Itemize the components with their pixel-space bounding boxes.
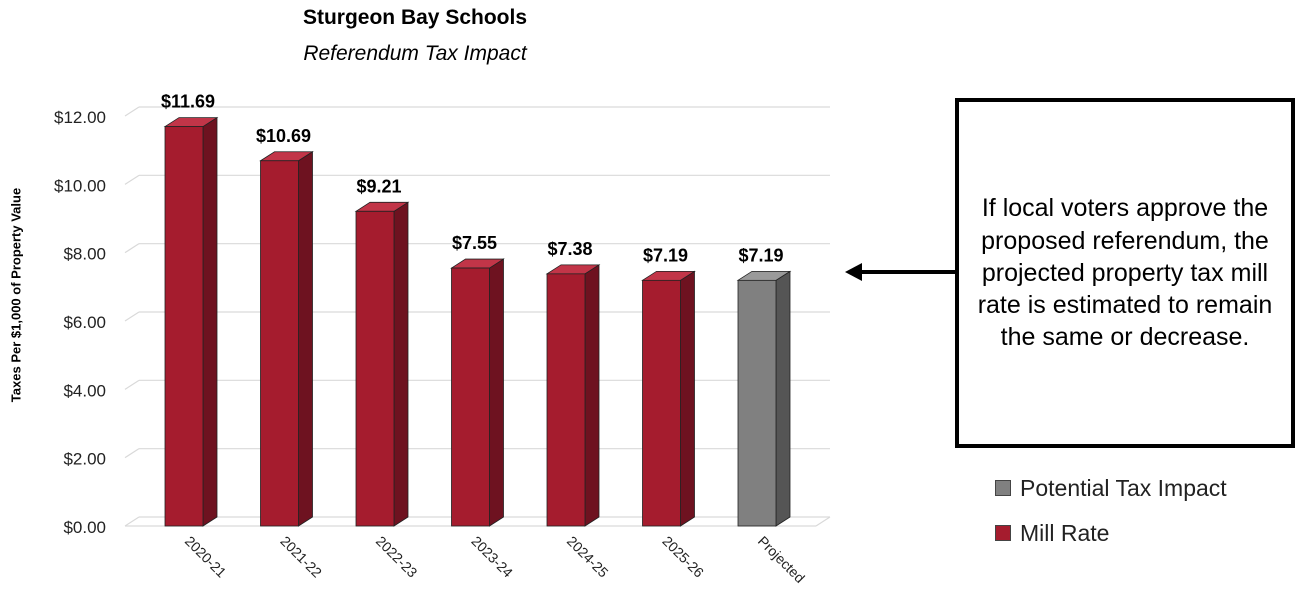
x-axis-ticks: 2020-21 2021-22 2022-23 2023-24 2024-25 2025-… [182, 533, 808, 586]
data-label: $11.69 [161, 92, 215, 112]
callout-box: If local voters approve the proposed ref… [955, 98, 1295, 448]
bar-side [489, 258, 504, 527]
y-axis-label: Taxes Per $1,000 of Property Value [8, 187, 24, 403]
bar-front [546, 273, 586, 527]
gridline-depth [124, 106, 140, 117]
x-tick-label: 2024-25 [564, 533, 612, 581]
bar-side [393, 201, 409, 527]
bar-2025-26 [641, 270, 696, 527]
bar-front [737, 279, 777, 527]
gridline-depth [124, 311, 140, 322]
bar-side [202, 116, 218, 527]
legend-label-potential: Potential Tax Impact [1020, 474, 1227, 501]
gridline-depth [124, 448, 140, 459]
bar-2024-25 [545, 264, 601, 527]
bar-side [298, 151, 313, 527]
bar-2022-23 [354, 201, 410, 527]
data-label: $7.19 [738, 245, 783, 265]
x-tick-label: 2022-23 [373, 533, 421, 581]
y-axis-ticks: $0.00 $2.00 $4.00 $6.00 $8.00 $10.00 $12.00 [54, 108, 106, 537]
legend-swatch-potential [995, 480, 1011, 496]
gridline-depth [124, 516, 140, 527]
bar-front [451, 267, 490, 527]
y-tick-label: $4.00 [63, 381, 106, 400]
gridline-depth [124, 243, 140, 254]
bar-front [355, 210, 395, 527]
bar-front [260, 160, 299, 527]
y-tick-label: $6.00 [63, 313, 106, 332]
bars [163, 116, 792, 527]
data-label: $7.55 [452, 233, 497, 253]
data-label: $10.69 [256, 126, 311, 146]
data-label: $7.19 [643, 245, 688, 265]
bar-side [775, 270, 791, 527]
x-tick-label: 2021-22 [277, 533, 325, 581]
legend-item-potential-tax-impact: Potential Tax Impact [995, 473, 1227, 503]
x-tick-label: 2023-24 [468, 533, 516, 581]
bar-2021-22 [259, 151, 314, 527]
x-tick-label: 2020-21 [182, 533, 230, 581]
y-tick-label: $12.00 [54, 108, 106, 127]
bar-2020-21 [163, 116, 219, 527]
data-label: $9.21 [356, 176, 401, 196]
y-tick-label: $8.00 [63, 245, 106, 264]
data-labels: $11.69 $10.69 $9.21 $7.55 $7.38 $7.19 $7.19 [161, 92, 784, 266]
callout-text: If local voters approve the proposed ref… [977, 194, 1273, 352]
y-tick-label: $0.00 [63, 518, 106, 537]
data-label: $7.38 [547, 239, 592, 259]
x-tick-label: 2025-26 [659, 533, 707, 581]
floor-line-depth [815, 516, 831, 527]
chart-subtitle: Referendum Tax Impact [303, 42, 527, 65]
bar-side [680, 270, 695, 527]
bar-Projected [736, 270, 792, 527]
y-tick-label: $10.00 [54, 176, 106, 195]
legend-item-mill-rate: Mill Rate [995, 518, 1109, 548]
legend-label-mill-rate: Mill Rate [1020, 519, 1110, 546]
x-tick-label: Projected [755, 533, 808, 586]
gridline-depth [124, 379, 140, 390]
bar-front [164, 126, 204, 527]
legend-swatch-mill-rate [995, 525, 1011, 541]
arrow-head [845, 263, 862, 281]
gridline-depth [124, 174, 140, 185]
chart-title: Sturgeon Bay Schools [302, 6, 528, 29]
bar-2023-24 [450, 258, 505, 527]
y-tick-label: $2.00 [63, 450, 106, 469]
bar-front [642, 279, 681, 527]
bar-side [584, 264, 600, 527]
callout-arrow [845, 263, 955, 281]
